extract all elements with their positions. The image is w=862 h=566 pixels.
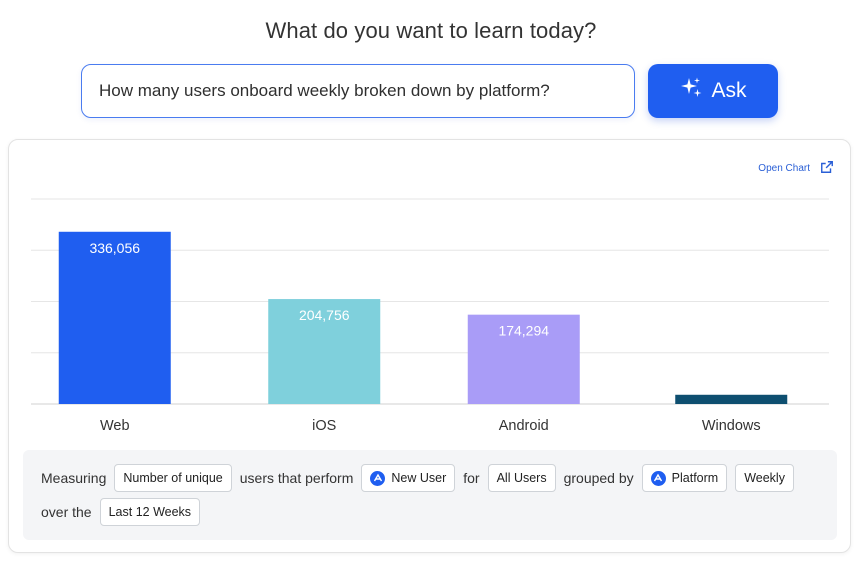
open-chart-label: Open Chart: [758, 163, 810, 174]
bar-chart: 336,056 Web 204,756 iOS 174,294 Android Window…: [31, 184, 829, 444]
page-title: What do you want to learn today?: [265, 18, 597, 43]
sparkle-icon: [679, 76, 703, 106]
interval-chip[interactable]: Weekly: [735, 464, 794, 492]
open-chart-link[interactable]: Open Chart: [758, 160, 834, 177]
bar-android[interactable]: [467, 314, 580, 404]
bar-ios[interactable]: [268, 299, 381, 404]
amplitude-logo-icon: [370, 470, 386, 486]
bar-chart-svg: 336,056 Web 204,756 iOS 174,294 Android Window…: [31, 198, 829, 434]
segment-chip[interactable]: All Users: [487, 464, 556, 492]
data-label-web: 336,056: [89, 240, 140, 256]
interval-chip-label: Weekly: [744, 471, 785, 485]
bar-web[interactable]: [58, 231, 171, 404]
category-label-ios: iOS: [312, 418, 336, 434]
event-chip-label: New User: [391, 471, 447, 485]
search-input[interactable]: How many users onboard weekly broken dow…: [81, 64, 635, 118]
category-label-android: Android: [499, 418, 549, 434]
event-chip[interactable]: New User: [361, 464, 456, 492]
query-users-perform-text: users that perform: [239, 470, 354, 486]
range-chip[interactable]: Last 12 Weeks: [99, 498, 201, 526]
data-label-ios: 204,756: [299, 307, 350, 323]
amplitude-logo-icon: [650, 470, 666, 486]
bar-windows[interactable]: [675, 394, 788, 404]
data-label-android: 174,294: [498, 323, 549, 339]
query-summary: Measuring Number of unique users that pe…: [23, 450, 837, 540]
category-label-web: Web: [100, 418, 130, 434]
group-chip-label: Platform: [671, 471, 719, 485]
query-for-text: for: [463, 470, 480, 486]
ask-button-label: Ask: [711, 79, 747, 102]
category-label-windows: Windows: [702, 418, 761, 434]
group-chip[interactable]: Platform: [641, 464, 728, 492]
ask-button[interactable]: Ask: [648, 64, 778, 118]
search-input-value: How many users onboard weekly broken dow…: [99, 81, 550, 100]
metric-chip-label: Number of unique: [123, 471, 223, 485]
external-link-icon: [820, 160, 834, 177]
chart-card: Open Chart 336,056 Web 204,756 iOS 174,294 An…: [8, 139, 851, 553]
query-over-the-text: over the: [41, 504, 92, 520]
range-chip-label: Last 12 Weeks: [108, 505, 192, 519]
metric-chip[interactable]: Number of unique: [114, 464, 232, 492]
segment-chip-label: All Users: [496, 471, 547, 485]
query-measuring-text: Measuring: [41, 470, 107, 486]
query-grouped-by-text: grouped by: [563, 470, 634, 486]
